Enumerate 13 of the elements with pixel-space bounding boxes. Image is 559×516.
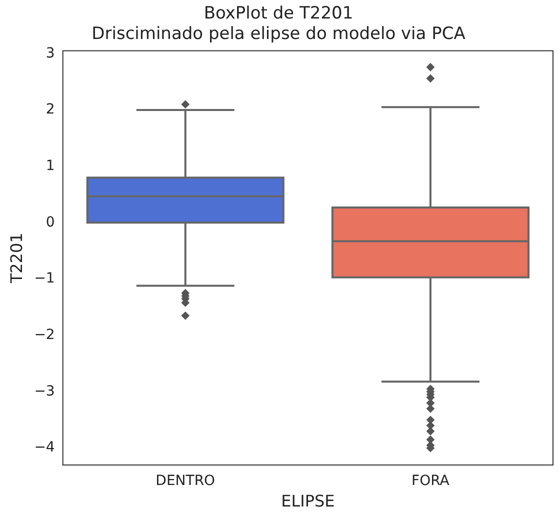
y-tick-label: −4 (34, 440, 55, 456)
x-axis-title: ELIPSE (281, 492, 335, 511)
x-tick-label: DENTRO (156, 473, 216, 490)
y-tick-label: 0 (46, 214, 55, 230)
y-tick-label: −2 (34, 327, 55, 344)
y-axis-title: T2201 (6, 232, 26, 284)
y-tick-label: −3 (34, 383, 55, 400)
y-tick-label: 2 (46, 102, 55, 118)
chart-title: BoxPlot de T2201 Drisciminado pela elipse do modelo via PCA (92, 4, 466, 44)
x-tick-label: FORA (412, 473, 450, 490)
y-tick-label: 1 (46, 158, 55, 174)
y-tick-label: 3 (46, 45, 55, 62)
y-tick-label: −1 (34, 270, 55, 287)
